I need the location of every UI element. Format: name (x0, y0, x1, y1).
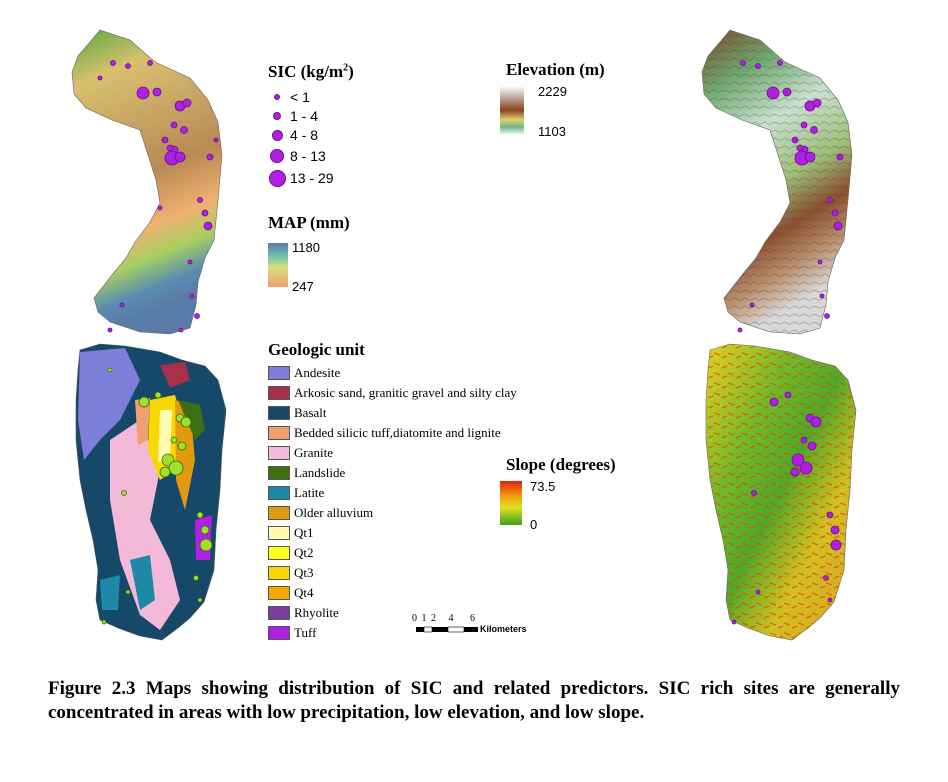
geology-unit-row: Rhyolite (268, 603, 339, 622)
map-precipitation (71, 29, 223, 335)
geology-unit-row: Qt3 (268, 563, 314, 582)
geology-unit-row: Qt2 (268, 543, 314, 562)
map-slope (705, 343, 857, 641)
geology-swatch (268, 505, 290, 520)
geology-unit-label: Qt4 (294, 584, 314, 600)
scale-bar-unit: Kilometers (480, 624, 527, 634)
geology-unit-label: Qt2 (294, 544, 314, 560)
geology-unit-label: Andesite (294, 364, 341, 380)
geology-swatch (268, 385, 290, 400)
geology-unit-row: Granite (268, 443, 333, 462)
sic-dot-icon (270, 149, 284, 163)
sic-class-row: 1 - 4 (268, 106, 318, 126)
geology-unit-label: Qt1 (294, 524, 314, 540)
geology-unit-label: Granite (294, 444, 333, 460)
geology-unit-row: Arkosic sand, granitic gravel and silty … (268, 383, 517, 402)
sic-sites-bottom-right (731, 391, 842, 625)
scale-bar-ticks: 0 1 2 4 6 (412, 613, 476, 624)
slope-legend-title: Slope (degrees) (506, 455, 616, 474)
geology-unit-label: Rhyolite (294, 604, 339, 620)
geology-unit-row: Qt1 (268, 523, 314, 542)
map-max-label: 1180 (292, 240, 320, 255)
map-geology (75, 343, 227, 641)
figure-caption: Figure 2.3 Maps showing distribution of … (48, 678, 900, 723)
scale-bar (416, 626, 478, 633)
slope-max-label: 73.5 (530, 479, 556, 494)
geology-unit-label: Older alluvium (294, 504, 374, 520)
geology-swatch (268, 625, 290, 640)
sic-dot-icon (271, 129, 283, 141)
geology-unit-label: Tuff (294, 624, 317, 640)
sic-class-row: 4 - 8 (268, 125, 318, 145)
sic-class-row: < 1 (268, 87, 310, 107)
sic-dot-icon (273, 112, 281, 120)
sic-class-row: 8 - 13 (268, 146, 326, 166)
geology-swatch (268, 465, 290, 480)
geology-unit-row: Older alluvium (268, 503, 373, 522)
map-elevation (701, 29, 853, 335)
elevation-min-label: 1103 (538, 124, 566, 139)
geology-unit-label: Basalt (294, 404, 327, 420)
elevation-max-label: 2229 (538, 84, 567, 99)
geology-swatch (268, 605, 290, 620)
geology-unit-row: Andesite (268, 363, 340, 382)
geology-unit-row: Tuff (268, 623, 316, 642)
elevation-ramp (500, 86, 524, 134)
geology-swatch (268, 485, 290, 500)
sic-dot-icon (274, 94, 280, 100)
geology-swatch (268, 565, 290, 580)
sic-sites-geology (101, 367, 213, 625)
sic-dot-icon (268, 169, 286, 187)
map-ramp (268, 243, 288, 287)
sic-sites-top-right (737, 60, 844, 333)
geology-unit-label: Qt3 (294, 564, 314, 580)
geology-unit-row: Qt4 (268, 583, 314, 602)
geology-unit-row: Latite (268, 483, 324, 502)
geology-unit-row: Landslide (268, 463, 345, 482)
elevation-legend-title: Elevation (m) (506, 60, 605, 79)
sic-sites-top-left (97, 60, 219, 333)
geology-swatch (268, 405, 290, 420)
map-legend-title: MAP (mm) (268, 213, 350, 232)
geology-swatch (268, 525, 290, 540)
geology-unit-label: Latite (294, 484, 325, 500)
slope-ramp (500, 481, 522, 525)
geology-legend-title: Geologic unit (268, 340, 365, 359)
geology-unit-label: Landslide (294, 464, 346, 480)
geology-unit-label: Arkosic sand, granitic gravel and silty … (294, 384, 517, 400)
geology-swatch (268, 585, 290, 600)
geology-unit-label: Bedded silicic tuff,diatomite and lignit… (294, 424, 501, 440)
geology-unit-row: Bedded silicic tuff,diatomite and lignit… (268, 423, 501, 442)
sic-class-row: 13 - 29 (268, 168, 334, 188)
geology-swatch (268, 365, 290, 380)
map-min-label: 247 (292, 279, 314, 294)
geology-swatch (268, 445, 290, 460)
geology-swatch (268, 425, 290, 440)
sic-legend-title: SIC (kg/m2) (268, 62, 354, 81)
geology-unit-row: Basalt (268, 403, 327, 422)
geology-swatch (268, 545, 290, 560)
slope-min-label: 0 (530, 517, 538, 532)
